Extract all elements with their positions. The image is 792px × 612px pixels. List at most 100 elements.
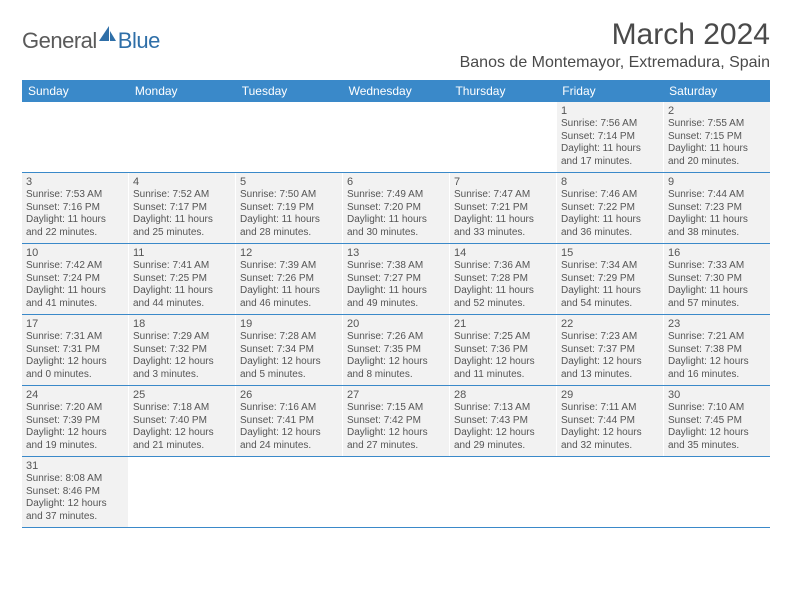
daylight-line: Daylight: 11 hours and 41 minutes. — [26, 285, 124, 310]
day-header: Saturday — [663, 80, 770, 102]
daylight-line: Daylight: 11 hours and 46 minutes. — [240, 285, 338, 310]
sunrise-line: Sunrise: 7:31 AM — [26, 331, 124, 344]
day-number: 29 — [561, 389, 659, 401]
sunset-line: Sunset: 7:25 PM — [133, 273, 231, 286]
calendar-cell: 19Sunrise: 7:28 AMSunset: 7:34 PMDayligh… — [236, 315, 343, 385]
sunset-line: Sunset: 7:37 PM — [561, 344, 659, 357]
day-number: 1 — [561, 105, 659, 117]
calendar-cell: 1Sunrise: 7:56 AMSunset: 7:14 PMDaylight… — [557, 102, 664, 172]
sunrise-line: Sunrise: 7:16 AM — [240, 402, 338, 415]
sunset-line: Sunset: 7:22 PM — [561, 202, 659, 215]
week-row: 31Sunrise: 8:08 AMSunset: 8:46 PMDayligh… — [22, 457, 770, 528]
sunset-line: Sunset: 7:29 PM — [561, 273, 659, 286]
calendar-cell: 23Sunrise: 7:21 AMSunset: 7:38 PMDayligh… — [664, 315, 770, 385]
sunrise-line: Sunrise: 7:52 AM — [133, 189, 231, 202]
day-number: 4 — [133, 176, 231, 188]
day-number: 25 — [133, 389, 231, 401]
day-number: 15 — [561, 247, 659, 259]
calendar-cell: 7Sunrise: 7:47 AMSunset: 7:21 PMDaylight… — [450, 173, 557, 243]
sunrise-line: Sunrise: 7:33 AM — [668, 260, 766, 273]
daylight-line: Daylight: 11 hours and 20 minutes. — [668, 143, 766, 168]
day-number: 28 — [454, 389, 552, 401]
day-number: 7 — [454, 176, 552, 188]
day-number: 18 — [133, 318, 231, 330]
calendar-cell: 21Sunrise: 7:25 AMSunset: 7:36 PMDayligh… — [450, 315, 557, 385]
sunrise-line: Sunrise: 7:42 AM — [26, 260, 124, 273]
calendar-cell: 27Sunrise: 7:15 AMSunset: 7:42 PMDayligh… — [343, 386, 450, 456]
sunset-line: Sunset: 7:31 PM — [26, 344, 124, 357]
sunrise-line: Sunrise: 7:13 AM — [454, 402, 552, 415]
daylight-line: Daylight: 11 hours and 30 minutes. — [347, 214, 445, 239]
sunset-line: Sunset: 7:45 PM — [668, 415, 766, 428]
sunrise-line: Sunrise: 7:26 AM — [347, 331, 445, 344]
calendar: SundayMondayTuesdayWednesdayThursdayFrid… — [22, 80, 770, 528]
day-number: 21 — [454, 318, 552, 330]
day-number: 13 — [347, 247, 445, 259]
daylight-line: Daylight: 12 hours and 35 minutes. — [668, 427, 766, 452]
day-number: 23 — [668, 318, 766, 330]
daylight-line: Daylight: 11 hours and 52 minutes. — [454, 285, 552, 310]
calendar-cell — [129, 457, 236, 527]
sunrise-line: Sunrise: 7:53 AM — [26, 189, 124, 202]
day-header: Tuesday — [236, 80, 343, 102]
sunset-line: Sunset: 7:34 PM — [240, 344, 338, 357]
daylight-line: Daylight: 12 hours and 21 minutes. — [133, 427, 231, 452]
daylight-line: Daylight: 12 hours and 32 minutes. — [561, 427, 659, 452]
title-block: March 2024 Banos de Montemayor, Extremad… — [460, 18, 770, 72]
calendar-cell: 14Sunrise: 7:36 AMSunset: 7:28 PMDayligh… — [450, 244, 557, 314]
calendar-cell — [343, 102, 450, 172]
sunrise-line: Sunrise: 7:56 AM — [561, 118, 659, 131]
location-text: Banos de Montemayor, Extremadura, Spain — [460, 54, 770, 72]
sunset-line: Sunset: 7:27 PM — [347, 273, 445, 286]
calendar-cell: 30Sunrise: 7:10 AMSunset: 7:45 PMDayligh… — [664, 386, 770, 456]
sunrise-line: Sunrise: 7:18 AM — [133, 402, 231, 415]
daylight-line: Daylight: 12 hours and 13 minutes. — [561, 356, 659, 381]
sunrise-line: Sunrise: 7:55 AM — [668, 118, 766, 131]
calendar-cell: 24Sunrise: 7:20 AMSunset: 7:39 PMDayligh… — [22, 386, 129, 456]
daylight-line: Daylight: 12 hours and 11 minutes. — [454, 356, 552, 381]
sunset-line: Sunset: 7:21 PM — [454, 202, 552, 215]
calendar-cell: 2Sunrise: 7:55 AMSunset: 7:15 PMDaylight… — [664, 102, 770, 172]
calendar-cell — [450, 102, 557, 172]
day-number: 22 — [561, 318, 659, 330]
calendar-cell: 28Sunrise: 7:13 AMSunset: 7:43 PMDayligh… — [450, 386, 557, 456]
sunrise-line: Sunrise: 7:46 AM — [561, 189, 659, 202]
calendar-cell — [129, 102, 236, 172]
daylight-line: Daylight: 11 hours and 17 minutes. — [561, 143, 659, 168]
daylight-line: Daylight: 11 hours and 49 minutes. — [347, 285, 445, 310]
sunrise-line: Sunrise: 7:28 AM — [240, 331, 338, 344]
calendar-cell: 20Sunrise: 7:26 AMSunset: 7:35 PMDayligh… — [343, 315, 450, 385]
day-number: 2 — [668, 105, 766, 117]
sunrise-line: Sunrise: 7:25 AM — [454, 331, 552, 344]
header: General Blue March 2024 Banos de Montema… — [22, 18, 770, 72]
day-header: Monday — [129, 80, 236, 102]
sunrise-line: Sunrise: 7:21 AM — [668, 331, 766, 344]
sunrise-line: Sunrise: 7:36 AM — [454, 260, 552, 273]
day-header-row: SundayMondayTuesdayWednesdayThursdayFrid… — [22, 80, 770, 102]
daylight-line: Daylight: 12 hours and 19 minutes. — [26, 427, 124, 452]
daylight-line: Daylight: 11 hours and 33 minutes. — [454, 214, 552, 239]
sunrise-line: Sunrise: 7:41 AM — [133, 260, 231, 273]
daylight-line: Daylight: 12 hours and 5 minutes. — [240, 356, 338, 381]
sunset-line: Sunset: 7:32 PM — [133, 344, 231, 357]
week-row: 17Sunrise: 7:31 AMSunset: 7:31 PMDayligh… — [22, 315, 770, 386]
week-row: 10Sunrise: 7:42 AMSunset: 7:24 PMDayligh… — [22, 244, 770, 315]
daylight-line: Daylight: 11 hours and 22 minutes. — [26, 214, 124, 239]
day-number: 30 — [668, 389, 766, 401]
calendar-cell: 16Sunrise: 7:33 AMSunset: 7:30 PMDayligh… — [664, 244, 770, 314]
sunrise-line: Sunrise: 7:23 AM — [561, 331, 659, 344]
daylight-line: Daylight: 11 hours and 28 minutes. — [240, 214, 338, 239]
calendar-cell: 4Sunrise: 7:52 AMSunset: 7:17 PMDaylight… — [129, 173, 236, 243]
sunset-line: Sunset: 7:38 PM — [668, 344, 766, 357]
day-number: 24 — [26, 389, 124, 401]
daylight-line: Daylight: 12 hours and 0 minutes. — [26, 356, 124, 381]
day-number: 5 — [240, 176, 338, 188]
sunrise-line: Sunrise: 7:10 AM — [668, 402, 766, 415]
calendar-cell: 13Sunrise: 7:38 AMSunset: 7:27 PMDayligh… — [343, 244, 450, 314]
weeks-container: 1Sunrise: 7:56 AMSunset: 7:14 PMDaylight… — [22, 102, 770, 528]
day-number: 14 — [454, 247, 552, 259]
calendar-cell: 15Sunrise: 7:34 AMSunset: 7:29 PMDayligh… — [557, 244, 664, 314]
day-number: 26 — [240, 389, 338, 401]
calendar-cell: 17Sunrise: 7:31 AMSunset: 7:31 PMDayligh… — [22, 315, 129, 385]
daylight-line: Daylight: 12 hours and 3 minutes. — [133, 356, 231, 381]
